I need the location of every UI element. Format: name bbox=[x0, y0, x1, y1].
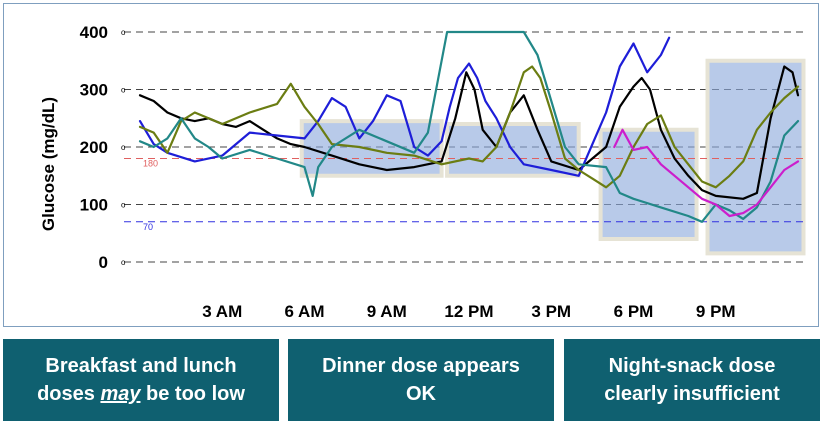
glucose-trace-1 bbox=[138, 65, 800, 200]
caption-night-snack: Night-snack dose clearly insufficient bbox=[564, 339, 820, 421]
x-tick-label-3: 9 AM bbox=[367, 302, 407, 321]
caption-left-line2-post: be too low bbox=[140, 383, 245, 405]
highlight-region-4 bbox=[705, 58, 806, 256]
x-tick-label-6: 6 PM bbox=[614, 302, 654, 321]
reference-label-70: 70 bbox=[143, 222, 153, 232]
caption-right-line2: clearly insufficient bbox=[604, 383, 780, 405]
caption-middle-line1: Dinner dose appears bbox=[322, 355, 520, 377]
x-tick-label-2: 6 AM bbox=[285, 302, 325, 321]
y-tick-label-0: 0 bbox=[99, 253, 108, 272]
x-tick-label-1: 3 AM bbox=[202, 302, 242, 321]
caption-left-emphasis: may bbox=[100, 383, 141, 405]
y-tick-marker-200: o bbox=[121, 143, 126, 152]
caption-dinner: Dinner dose appears OK bbox=[288, 339, 554, 421]
y-tick-marker-300: o bbox=[121, 86, 126, 95]
glucose-chart: 180 70 400 o 300 o 200 o 100 o 0 o 3 AM 6 AM 9 AM 12 … bbox=[80, 23, 806, 321]
y-tick-marker-100: o bbox=[121, 201, 126, 210]
y-axis-title: Glucose (mg/dL) bbox=[39, 96, 58, 232]
y-tick-label-300: 300 bbox=[80, 81, 108, 100]
y-tick-marker-400: o bbox=[121, 28, 126, 37]
glucose-trace-5 bbox=[613, 128, 800, 218]
y-tick-marker-0: o bbox=[121, 258, 126, 267]
reference-label-180: 180 bbox=[143, 159, 158, 169]
caption-left-line1: Breakfast and lunch bbox=[45, 355, 237, 377]
y-tick-label-100: 100 bbox=[80, 196, 108, 215]
glucose-trace-2 bbox=[138, 36, 671, 177]
x-tick-label-5: 3 PM bbox=[531, 302, 571, 321]
caption-left-line2-pre: doses bbox=[37, 383, 101, 405]
x-tick-label-4: 12 PM bbox=[444, 302, 493, 321]
chart-panel: 180 70 400 o 300 o 200 o 100 o 0 o 3 AM 6 AM 9 AM 12 … bbox=[3, 3, 819, 327]
y-tick-label-400: 400 bbox=[80, 23, 108, 42]
x-tick-label-7: 9 PM bbox=[696, 302, 736, 321]
caption-right-line1: Night-snack dose bbox=[608, 355, 776, 377]
caption-middle-line2: OK bbox=[406, 383, 436, 405]
caption-breakfast-lunch: Breakfast and lunch doses may be too low bbox=[3, 339, 279, 421]
glucose-trace-4 bbox=[138, 30, 800, 223]
glucose-trace-3 bbox=[138, 65, 800, 189]
y-tick-label-200: 200 bbox=[80, 138, 108, 157]
